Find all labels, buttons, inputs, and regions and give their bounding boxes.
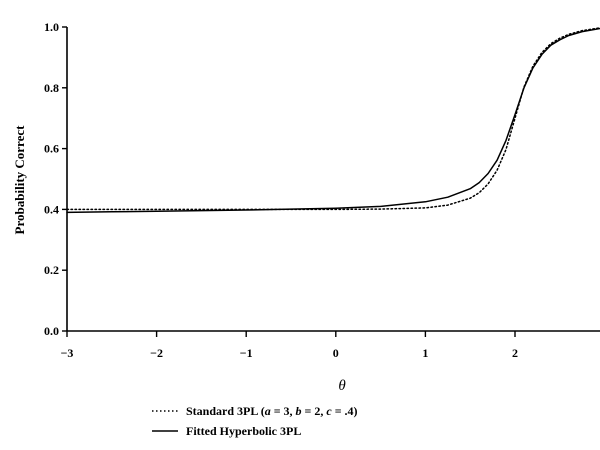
series-line-standard-3pl	[66, 27, 600, 211]
x-tick-label: 2	[512, 346, 518, 360]
x-tick-label: −3	[61, 346, 74, 360]
legend-label-standard: Standard 3PL (a = 3, b = 2, c = .4)	[186, 404, 358, 418]
ticks: −3 −2 −1 0 1 2 0.0 0.2 0.4 0.6 0.8 1.0	[44, 20, 518, 360]
y-tick-label: 0.6	[44, 142, 59, 156]
y-tick-label: 0.0	[44, 324, 59, 338]
y-axis-label: Probability Correct	[12, 125, 27, 235]
series-line-fitted-hyperbolic	[66, 27, 600, 214]
x-tick-label: −1	[240, 346, 253, 360]
axes	[66, 27, 600, 332]
x-tick-label: −2	[150, 346, 163, 360]
legend-label-fitted: Fitted Hyperbolic 3PL	[186, 424, 301, 438]
x-tick-label: 1	[422, 346, 428, 360]
y-tick-label: 0.8	[44, 81, 59, 95]
x-tick-label: 0	[333, 346, 339, 360]
x-axis-label: θ	[338, 378, 346, 394]
legend-item-fitted: Fitted Hyperbolic 3PL	[152, 424, 301, 438]
y-tick-label: 1.0	[44, 20, 59, 34]
legend: Standard 3PL (a = 3, b = 2, c = .4) Fitt…	[152, 404, 358, 438]
series-group	[66, 27, 600, 214]
legend-item-standard: Standard 3PL (a = 3, b = 2, c = .4)	[152, 404, 358, 418]
y-tick-label: 0.2	[44, 263, 59, 277]
y-tick-label: 0.4	[44, 202, 59, 216]
